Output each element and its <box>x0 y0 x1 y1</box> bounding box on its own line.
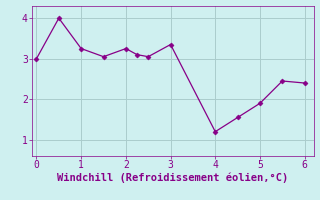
X-axis label: Windchill (Refroidissement éolien,°C): Windchill (Refroidissement éolien,°C) <box>57 173 288 183</box>
